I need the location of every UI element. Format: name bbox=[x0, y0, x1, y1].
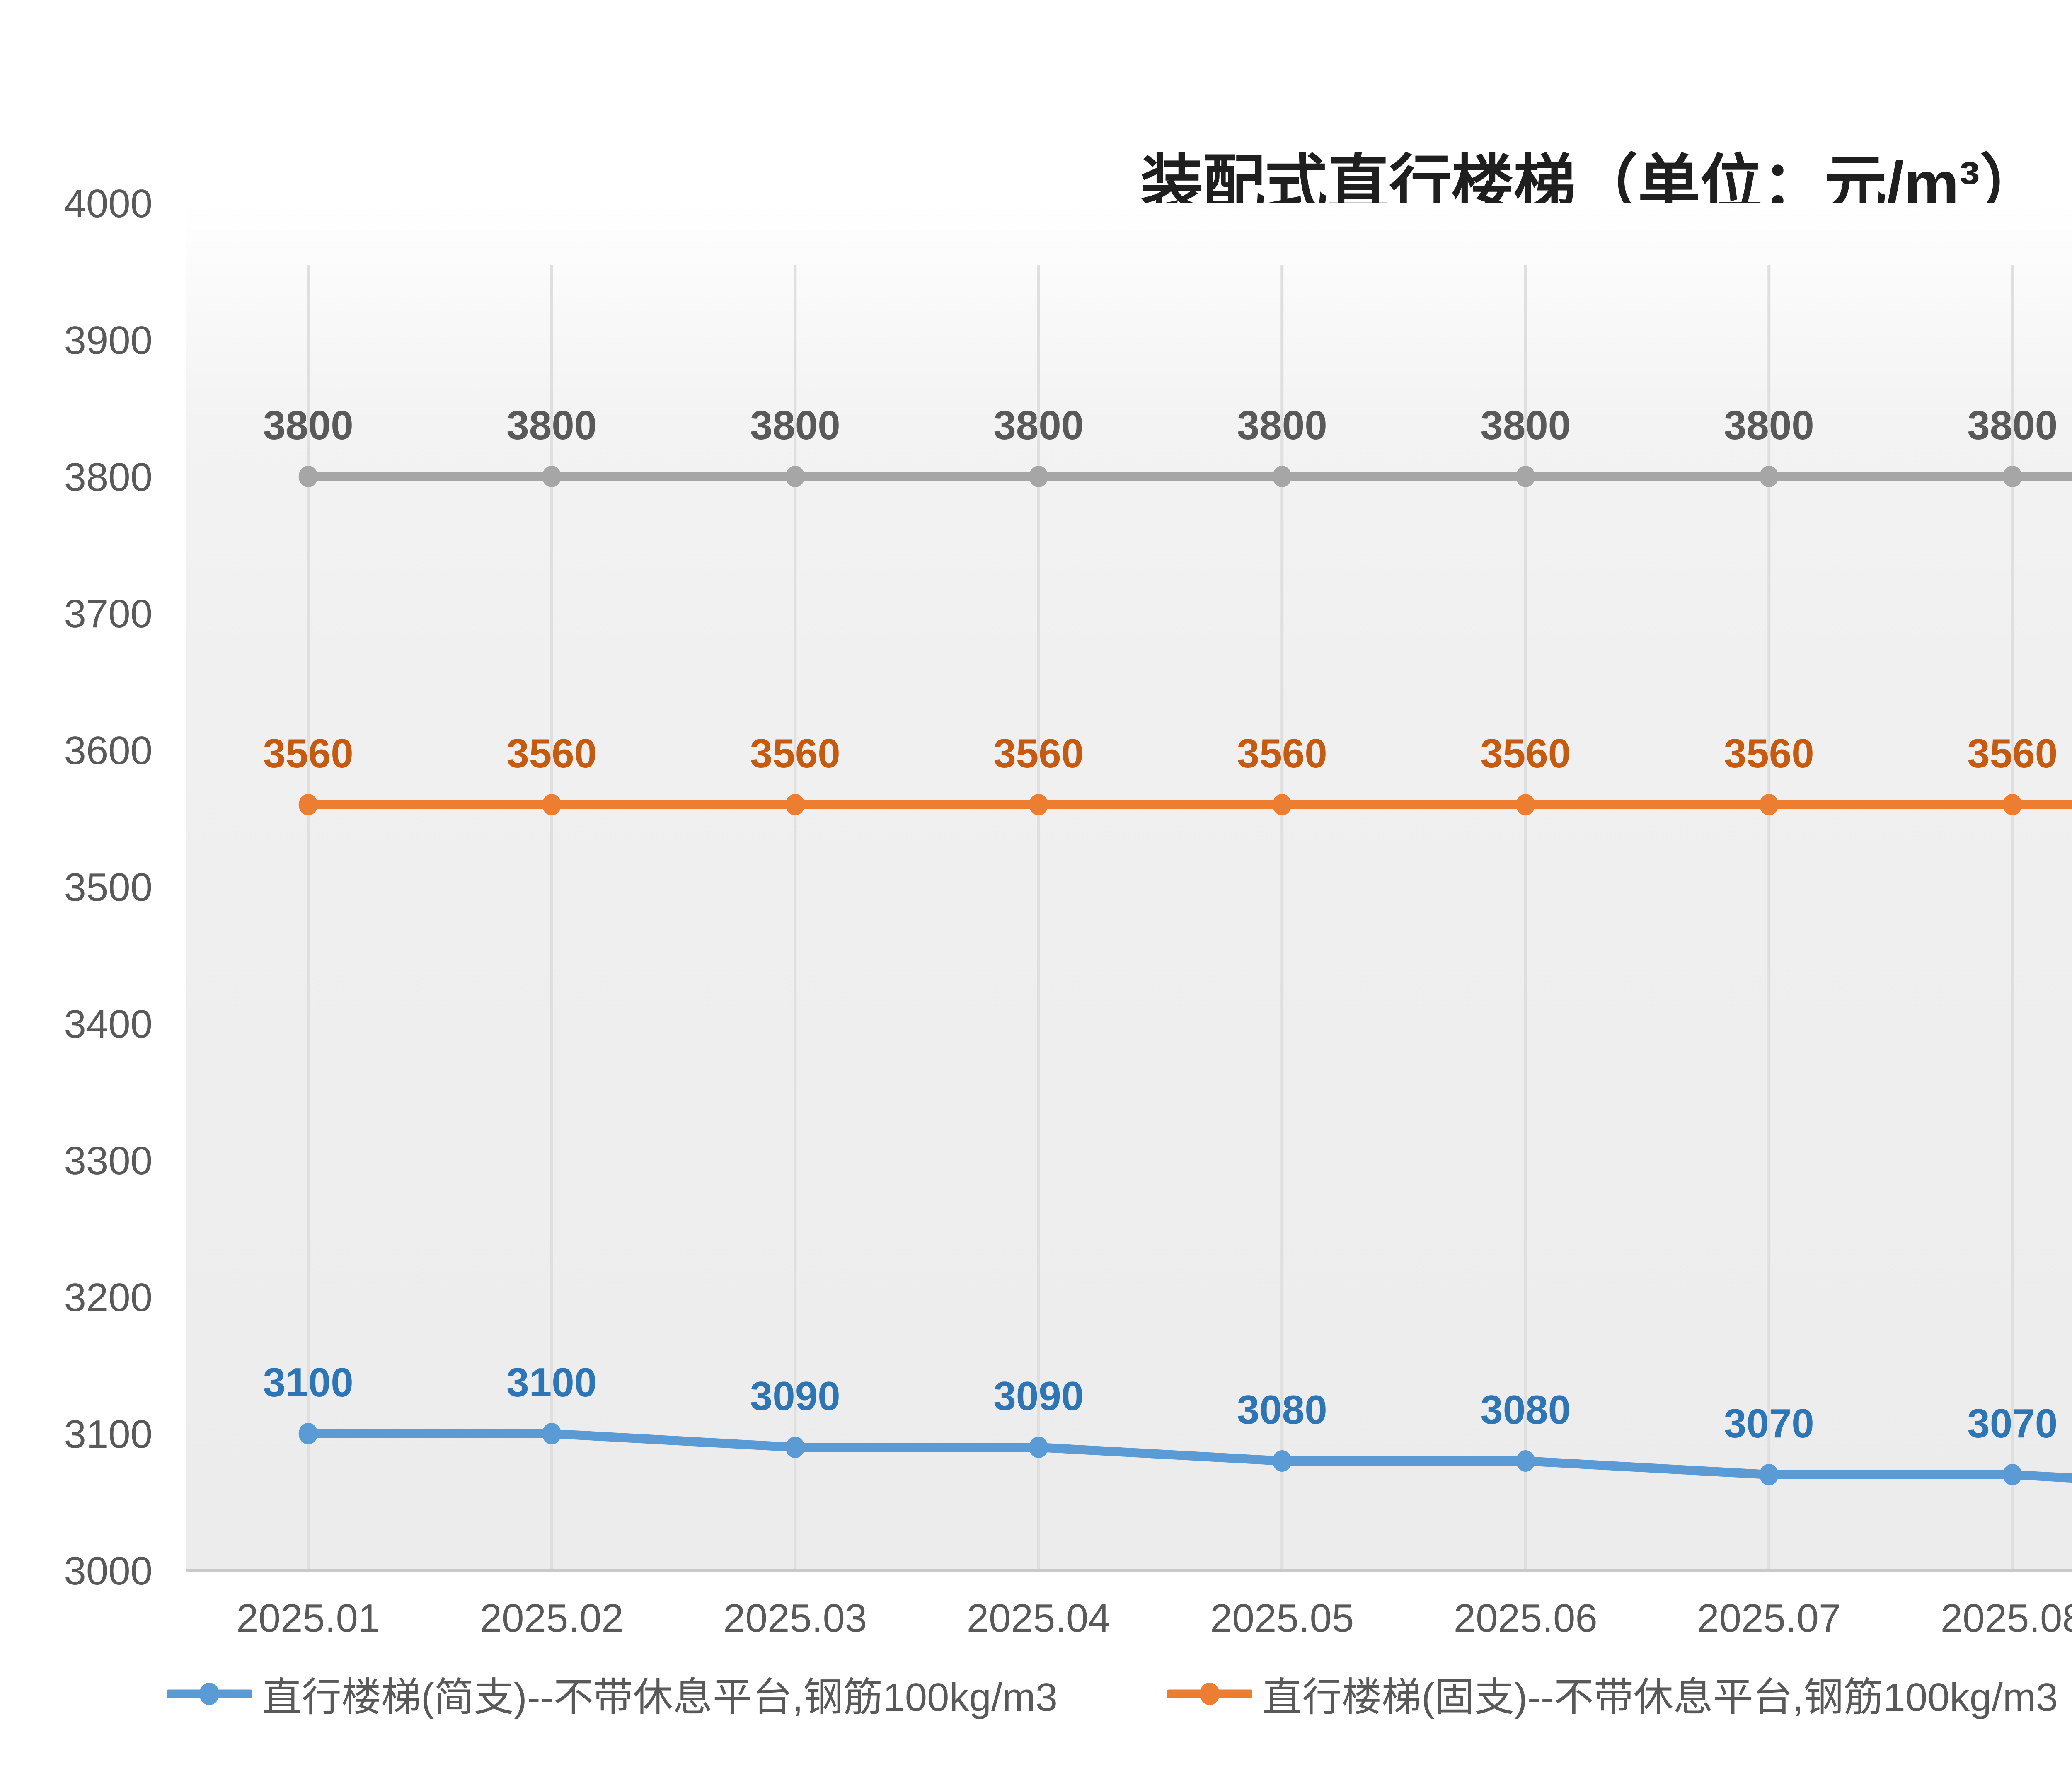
data-point-label: 3800 bbox=[1967, 402, 2057, 448]
data-point-marker bbox=[542, 794, 562, 815]
data-point-marker bbox=[785, 794, 805, 815]
y-axis-tick-label: 4000 bbox=[64, 181, 152, 226]
data-point-label: 3800 bbox=[1724, 402, 1814, 448]
data-point-marker bbox=[1516, 466, 1535, 487]
series-line-0 bbox=[303, 1429, 2072, 1483]
data-point-marker bbox=[1516, 794, 1535, 815]
data-point-label: 3800 bbox=[506, 402, 597, 448]
data-point-label: 3560 bbox=[1480, 731, 1571, 776]
data-point-label: 3100 bbox=[506, 1359, 597, 1405]
y-axis-tick-label: 3100 bbox=[64, 1412, 152, 1456]
data-point-label: 3800 bbox=[993, 402, 1084, 448]
data-point-label: 3560 bbox=[993, 731, 1084, 776]
data-point-marker bbox=[2003, 1464, 2022, 1485]
x-axis-tick-label: 2025.02 bbox=[480, 1596, 624, 1640]
data-point-label: 3560 bbox=[506, 731, 597, 776]
data-point-label: 3560 bbox=[1237, 731, 1327, 776]
data-point-marker bbox=[298, 466, 318, 487]
data-point-marker bbox=[298, 794, 318, 815]
data-point-label: 3800 bbox=[1480, 402, 1571, 448]
data-point-marker bbox=[1029, 466, 1048, 487]
data-point-marker bbox=[2003, 466, 2022, 487]
data-point-label: 3090 bbox=[993, 1373, 1084, 1419]
x-axis-tick-label: 2025.03 bbox=[723, 1596, 867, 1640]
y-axis-tick-label: 3400 bbox=[64, 1002, 152, 1046]
x-axis-tick-label: 2025.01 bbox=[236, 1596, 380, 1640]
data-point-marker bbox=[298, 1423, 318, 1444]
legend-label: 直行楼梯(固支)--不带休息平台,钢筋100kg/m3 bbox=[1262, 1675, 2058, 1720]
line-marker-icon bbox=[1167, 1682, 1252, 1705]
data-point-label: 3080 bbox=[1480, 1387, 1571, 1432]
x-axis-tick-label: 2025.06 bbox=[1454, 1596, 1598, 1640]
legend-label: 直行楼梯(简支)--不带休息平台,钢筋100kg/m3 bbox=[261, 1675, 1058, 1720]
data-point-label: 3070 bbox=[1724, 1401, 1814, 1446]
y-axis-tick-label: 3200 bbox=[64, 1275, 152, 1320]
y-axis-tick-label: 3300 bbox=[64, 1139, 152, 1183]
legend-item-fixed-support-no-landing: 直行楼梯(固支)--不带休息平台,钢筋100kg/m3 bbox=[1167, 1665, 2058, 1722]
y-axis-tick-label: 3500 bbox=[64, 865, 152, 910]
y-axis-tick-label: 3800 bbox=[64, 455, 152, 499]
x-axis-tick-label: 2025.07 bbox=[1697, 1596, 1841, 1640]
series-line-1 bbox=[303, 800, 2072, 809]
y-axis-tick-label: 3700 bbox=[64, 592, 152, 636]
data-point-marker bbox=[1759, 794, 1779, 815]
data-point-marker bbox=[1516, 1450, 1535, 1472]
data-point-marker bbox=[1759, 466, 1779, 487]
data-point-label: 3800 bbox=[263, 402, 353, 448]
x-axis-tick-label: 2025.08 bbox=[1941, 1596, 2072, 1640]
data-point-marker bbox=[1029, 794, 1048, 815]
data-point-label: 3080 bbox=[1237, 1387, 1327, 1432]
data-point-marker bbox=[1272, 466, 1292, 487]
data-point-marker bbox=[785, 466, 805, 487]
data-point-marker bbox=[1272, 1450, 1292, 1472]
data-point-marker bbox=[2003, 794, 2022, 815]
legend-item-simply-supported-no-landing: 直行楼梯(简支)--不带休息平台,钢筋100kg/m3 bbox=[167, 1665, 1058, 1722]
data-point-marker bbox=[542, 466, 562, 487]
data-point-label: 3090 bbox=[750, 1373, 840, 1419]
data-point-label: 3800 bbox=[750, 402, 840, 448]
y-axis-tick-label: 3600 bbox=[64, 728, 152, 773]
data-point-label: 3560 bbox=[263, 731, 353, 776]
plot-background bbox=[186, 203, 2072, 1570]
data-point-label: 3800 bbox=[1237, 402, 1327, 448]
data-point-marker bbox=[785, 1437, 805, 1458]
data-point-marker bbox=[542, 1423, 562, 1444]
data-point-label: 3070 bbox=[1967, 1401, 2057, 1446]
x-axis-tick-label: 2025.05 bbox=[1210, 1596, 1354, 1640]
line-marker-icon bbox=[167, 1682, 252, 1705]
x-axis-tick-label: 2025.04 bbox=[967, 1596, 1111, 1640]
data-point-label: 3560 bbox=[750, 731, 840, 776]
data-point-label: 3560 bbox=[1724, 731, 1814, 776]
y-axis-tick-label: 3000 bbox=[64, 1549, 152, 1593]
legend: 直行楼梯(简支)--不带休息平台,钢筋100kg/m3 直行楼梯(固支)--不带… bbox=[0, 1658, 2072, 1729]
data-point-label: 3560 bbox=[1967, 731, 2057, 776]
y-axis-tick-label: 3900 bbox=[64, 318, 152, 363]
data-point-marker bbox=[1272, 794, 1292, 815]
data-point-marker bbox=[1759, 1464, 1779, 1485]
data-point-marker bbox=[1029, 1437, 1048, 1458]
data-point-label: 3100 bbox=[263, 1359, 353, 1405]
